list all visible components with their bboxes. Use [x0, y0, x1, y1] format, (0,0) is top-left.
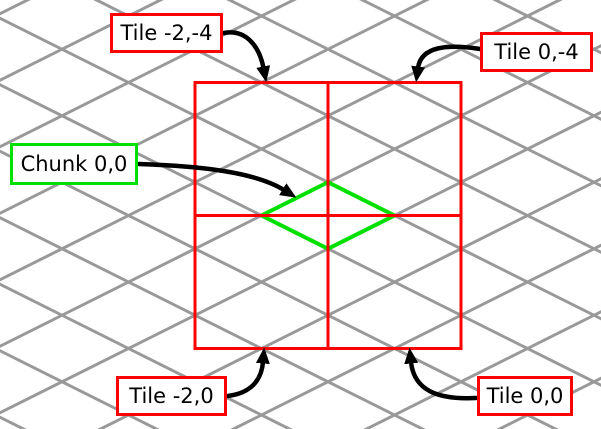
tile-square-outline	[193, 81, 463, 350]
tile-ne-label: Tile 0,-4	[480, 32, 593, 72]
tile-se-label: Tile 0,0	[477, 376, 573, 416]
tile-sw-label: Tile -2,0	[116, 376, 227, 416]
arrow-tile-se	[404, 347, 479, 401]
chunk-label: Chunk 0,0	[10, 143, 138, 185]
tile-nw-label: Tile -2,-4	[110, 13, 223, 53]
arrow-tile-ne	[411, 44, 483, 83]
arrow-tile-sw	[225, 347, 270, 399]
arrow-tile-nw	[221, 30, 271, 83]
arrow-chunk	[136, 161, 297, 198]
annotation-arrows	[136, 30, 483, 401]
